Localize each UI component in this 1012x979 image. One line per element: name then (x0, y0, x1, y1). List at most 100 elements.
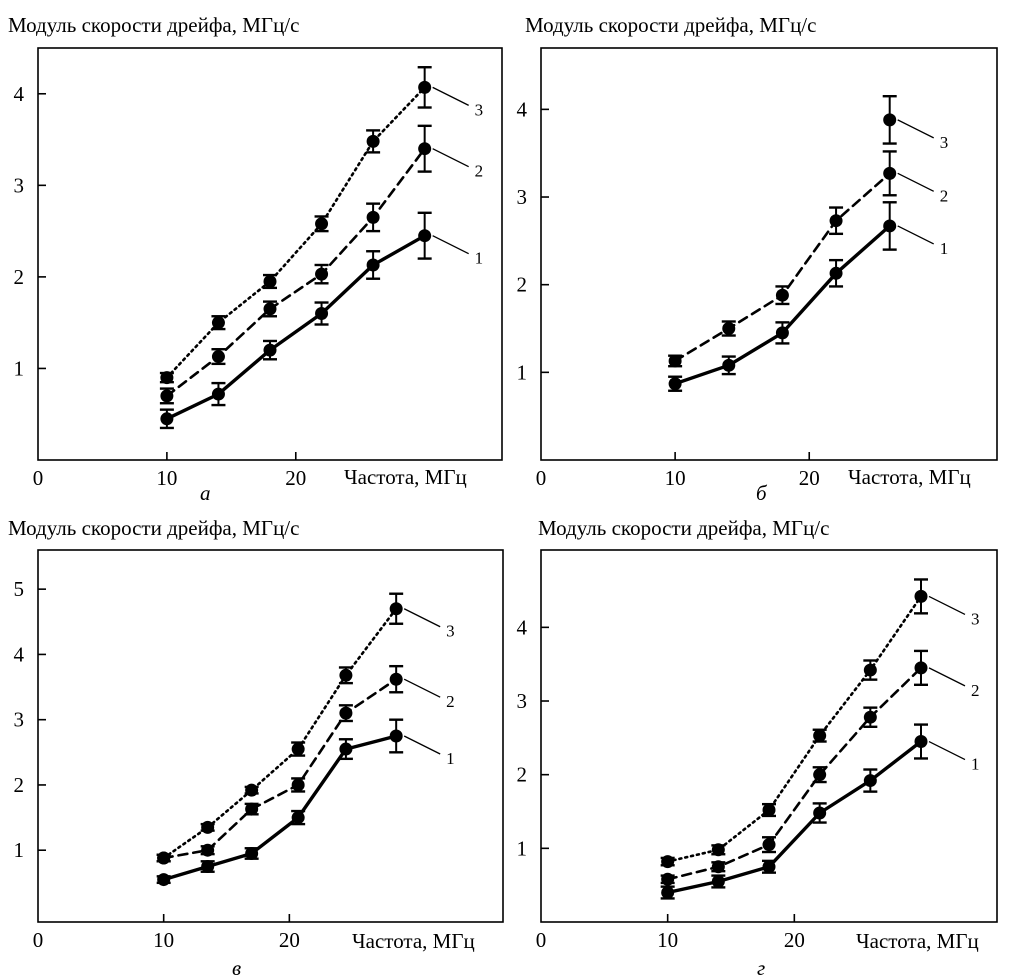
data-point (914, 589, 928, 603)
y-tick-label: 2 (517, 273, 528, 297)
y-tick-label: 4 (517, 97, 528, 121)
panel-label: в (232, 956, 241, 979)
y-axis-title: Модуль скорости дрейфа, МГц/с (525, 13, 816, 37)
series-label: 3 (446, 622, 455, 641)
y-tick-label: 3 (14, 708, 25, 732)
plot-frame (540, 549, 998, 923)
series-2: 2 (159, 124, 483, 405)
series-label: 3 (475, 100, 484, 119)
data-point (201, 860, 215, 874)
data-point (829, 214, 843, 228)
panel-a: Модуль скорости дрейфа, МГц/с Частота, М… (8, 13, 503, 505)
series-label-leader (403, 735, 441, 755)
data-point (711, 860, 725, 874)
plot-frame (37, 549, 504, 923)
x-axis-title: Частота, МГц (344, 465, 467, 489)
data-point (263, 302, 277, 316)
series-1: 1 (668, 201, 949, 392)
data-point (661, 886, 675, 900)
y-tick-label: 3 (517, 689, 528, 713)
data-point (813, 806, 827, 820)
data-point (722, 322, 736, 336)
data-point (762, 803, 776, 817)
data-point (315, 217, 329, 231)
y-tick-label: 2 (14, 265, 25, 289)
series-line (666, 595, 923, 863)
data-point (418, 80, 432, 94)
data-point (863, 774, 877, 788)
data-point (762, 860, 776, 874)
series-label: 3 (940, 133, 949, 152)
y-tick-label: 4 (14, 642, 25, 666)
data-point (366, 258, 380, 272)
x-tick-label: 10 (665, 466, 686, 490)
series-line (165, 147, 427, 398)
data-point (211, 387, 225, 401)
data-point (389, 672, 403, 686)
series-label: 2 (940, 186, 949, 205)
data-point (711, 843, 725, 857)
series-label: 1 (971, 755, 980, 774)
panel-b: Модуль скорости дрейфа, МГц/с Частота, М… (517, 13, 998, 505)
x-tick-label: 0 (33, 928, 44, 952)
data-point (863, 663, 877, 677)
data-point (711, 874, 725, 888)
x-tick-label: 20 (285, 466, 306, 490)
x-tick-label: 20 (799, 466, 820, 490)
data-point (668, 354, 682, 368)
data-point (762, 838, 776, 852)
data-point (661, 855, 675, 869)
series-line (165, 86, 427, 379)
data-point (291, 742, 305, 756)
y-axis-title: Модуль скорости дрейфа, МГц/с (8, 13, 299, 37)
data-point (157, 851, 171, 865)
series-label-leader (928, 595, 966, 615)
x-tick-label: 20 (279, 928, 300, 952)
y-tick-label: 1 (14, 838, 25, 862)
data-point (863, 710, 877, 724)
data-point (339, 706, 353, 720)
series-label-leader (928, 667, 966, 687)
y-axis-title: Модуль скорости дрейфа, МГц/с (8, 516, 299, 540)
data-point (201, 843, 215, 857)
data-point (245, 802, 259, 816)
x-tick-label: 10 (657, 928, 678, 952)
x-tick-label: 20 (784, 928, 805, 952)
data-point (883, 113, 897, 127)
data-point (661, 872, 675, 886)
series-3: 3 (660, 578, 980, 869)
data-point (914, 735, 928, 749)
series-label: 1 (940, 239, 949, 258)
series-line (161, 734, 398, 882)
series-3: 3 (156, 592, 455, 865)
series-label-leader (403, 678, 441, 698)
series-label: 3 (971, 609, 980, 628)
panel-label: б (756, 481, 768, 505)
data-point (389, 729, 403, 743)
data-point (160, 371, 174, 385)
data-point (211, 316, 225, 330)
data-point (245, 846, 259, 860)
series-2: 2 (660, 649, 980, 886)
data-point (883, 219, 897, 233)
series-3: 3 (159, 66, 484, 385)
data-point (160, 389, 174, 403)
series-label-leader (432, 235, 469, 255)
y-tick-label: 4 (14, 82, 25, 106)
panel-g: Модуль скорости дрейфа, МГц/с Частота, М… (517, 516, 998, 979)
x-tick-label: 10 (153, 928, 174, 952)
x-axis-title: Частота, МГц (352, 929, 475, 953)
data-point (160, 412, 174, 426)
plot-frame (37, 47, 503, 461)
series-line (165, 233, 427, 421)
data-point (366, 134, 380, 148)
x-axis-title: Частота, МГц (856, 929, 979, 953)
data-point (366, 210, 380, 224)
data-point (211, 350, 225, 364)
series-label-leader (897, 225, 934, 245)
x-tick-label: 0 (536, 928, 547, 952)
x-tick-label: 0 (536, 466, 547, 490)
panel-label: а (200, 481, 211, 505)
data-point (418, 142, 432, 156)
data-point (339, 668, 353, 682)
